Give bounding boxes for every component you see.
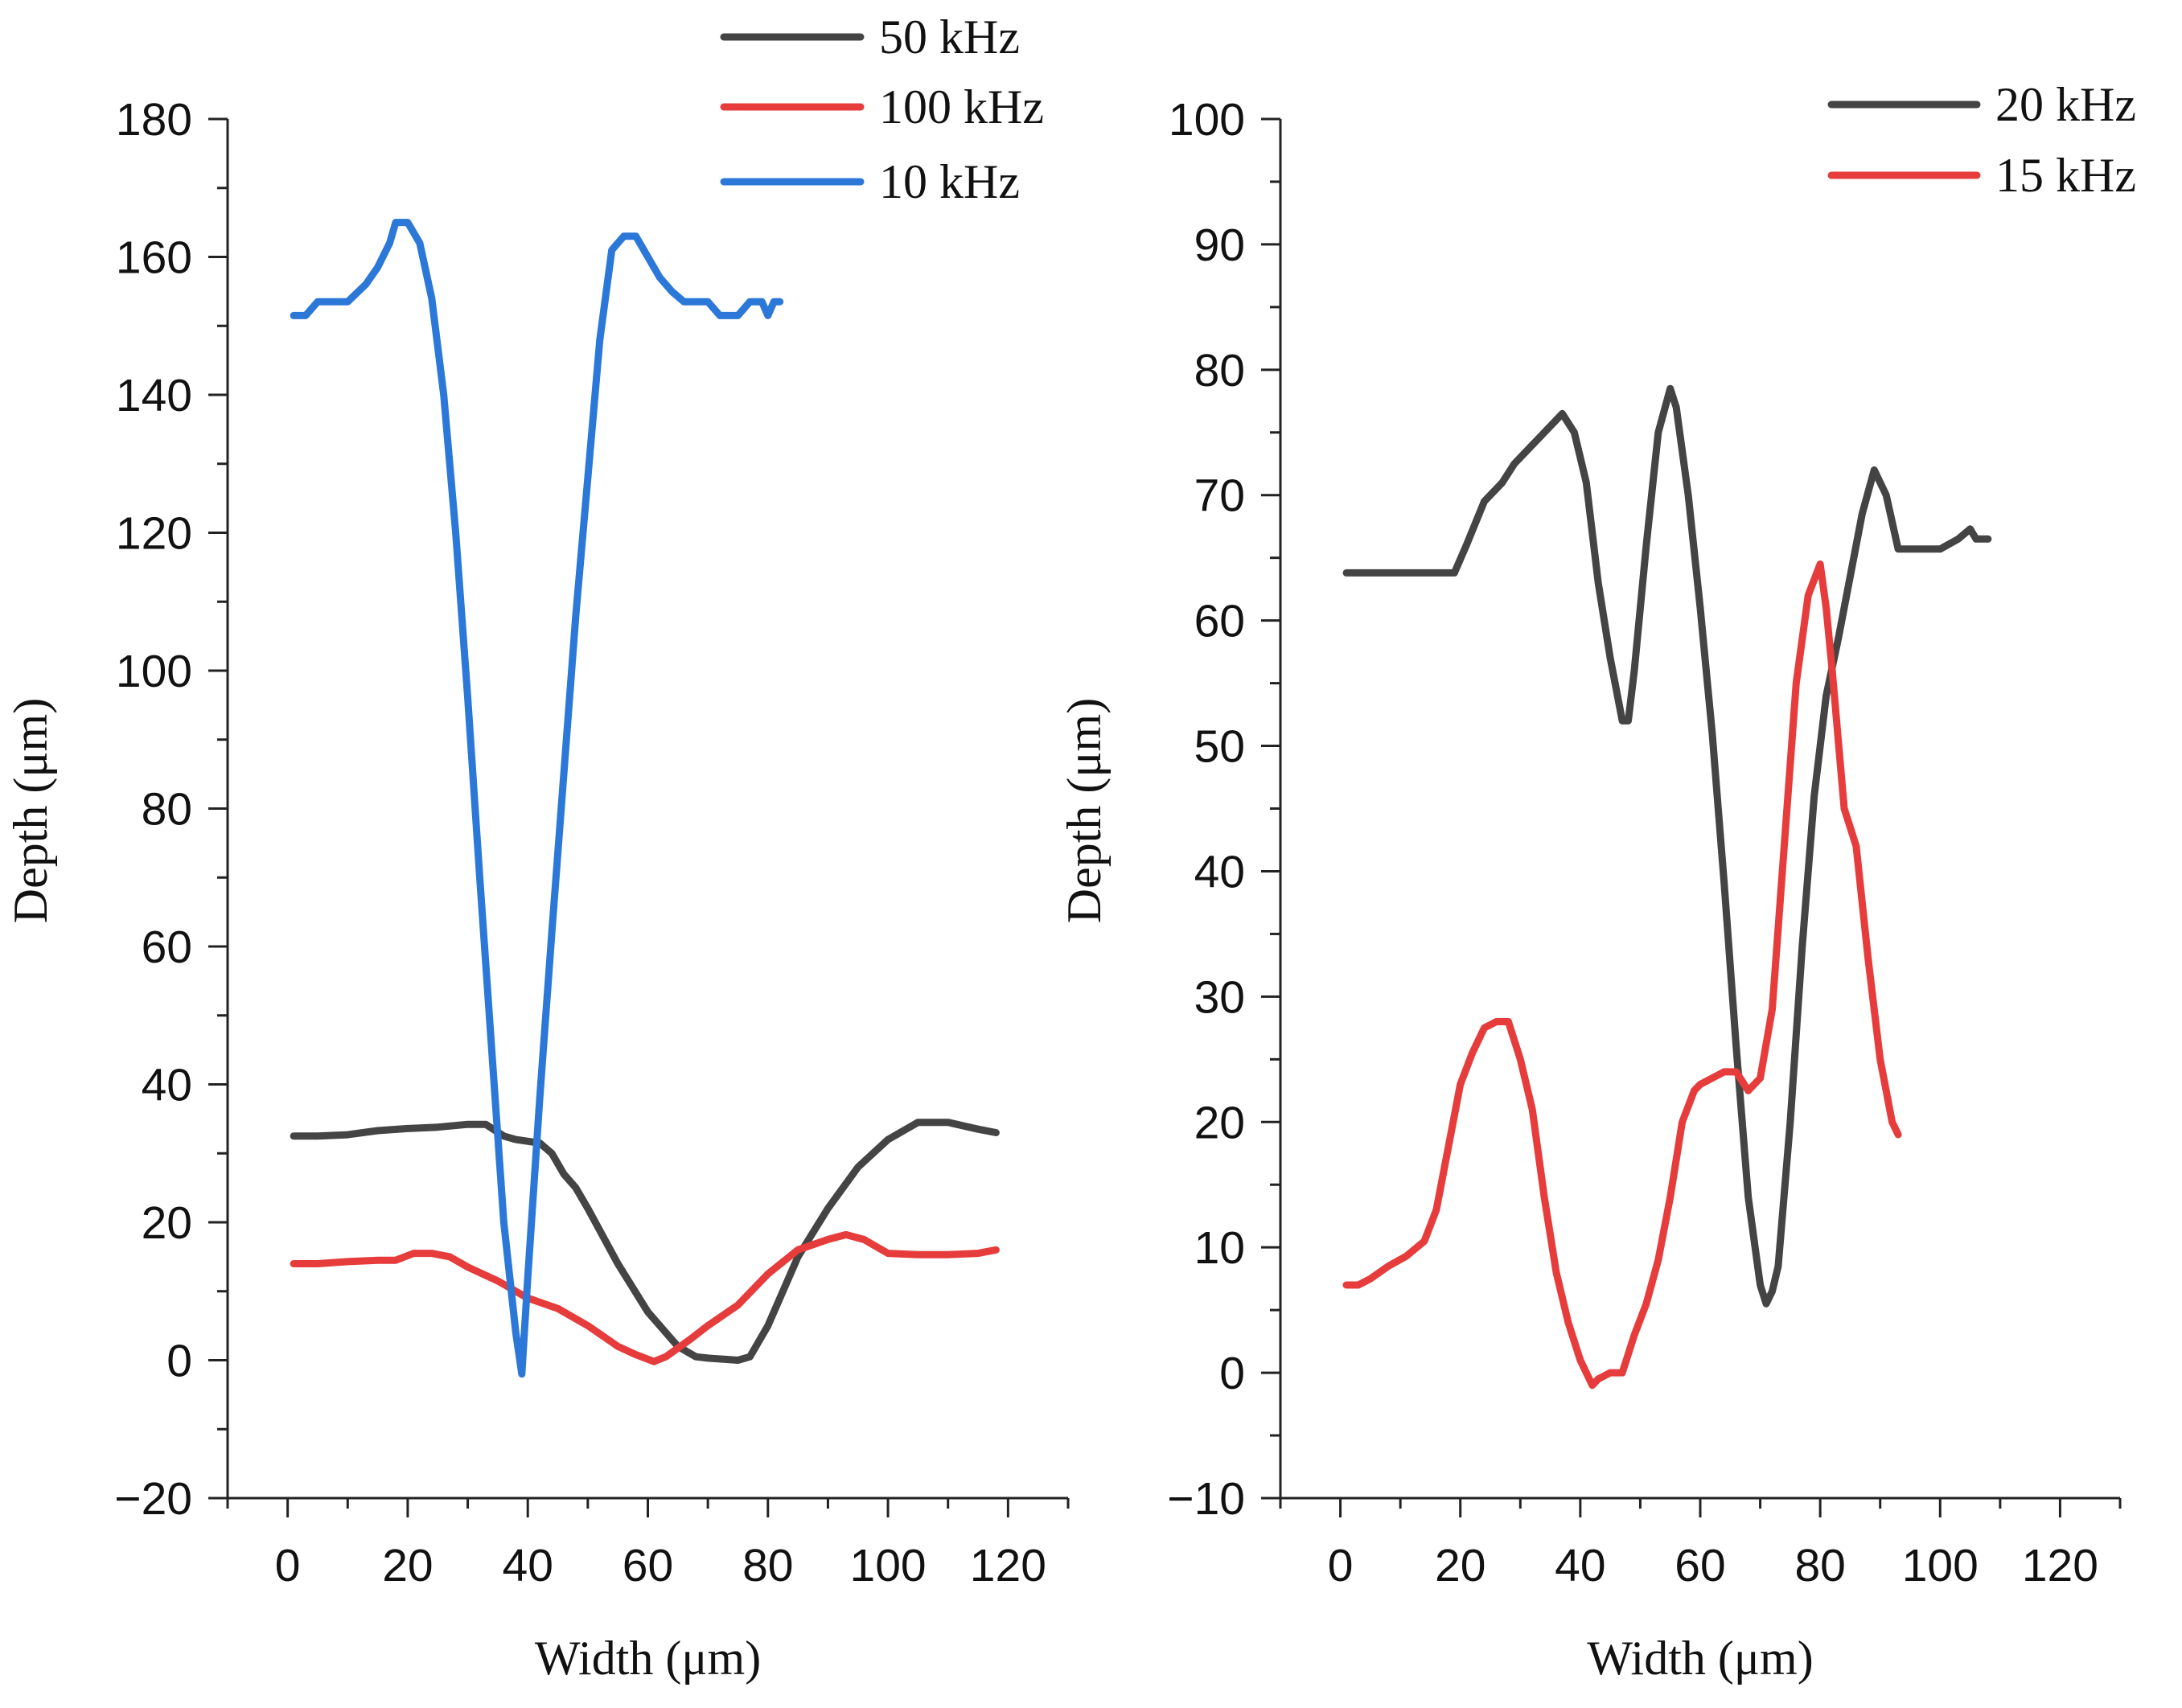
legend-item-100-khz: 100 kHz	[720, 80, 1044, 133]
x-tick-label: 120	[970, 1540, 1046, 1591]
x-axis-title: Width (μm)	[535, 1632, 761, 1685]
x-tick-label: 0	[1328, 1540, 1354, 1591]
x-tick-label: 20	[1435, 1540, 1485, 1591]
x-tick-label: 80	[742, 1540, 793, 1591]
y-tick-label: 40	[1194, 846, 1245, 897]
series-line-100-khz	[290, 1230, 1000, 1365]
x-tick-label: 80	[1794, 1540, 1845, 1591]
x-tick-label: 40	[1555, 1540, 1605, 1591]
y-tick-label: 160	[116, 232, 192, 284]
y-axis-title: Depth (μm)	[1058, 698, 1111, 923]
x-tick-label: 60	[1675, 1540, 1725, 1591]
y-tick-label: 80	[1194, 345, 1245, 396]
y-tick-label: −20	[114, 1473, 192, 1525]
x-tick-label: 100	[850, 1540, 927, 1591]
y-tick-label: 90	[1194, 220, 1245, 271]
legend-item-15-khz: 15 kHz	[1827, 149, 2136, 202]
legend-label: 20 kHz	[1995, 78, 2136, 131]
y-tick-label: 60	[142, 922, 192, 973]
y-tick-label: 0	[166, 1336, 192, 1387]
x-tick-label: 100	[1902, 1540, 1979, 1591]
legend-item-20-khz: 20 kHz	[1827, 78, 2136, 131]
y-tick-label: 0	[1219, 1348, 1245, 1399]
y-tick-label: 120	[116, 508, 192, 560]
y-tick-label: 80	[142, 784, 192, 836]
legend-item-10-khz: 10 kHz	[720, 155, 1020, 208]
legend-item-50-khz: 50 kHz	[720, 10, 1020, 64]
y-tick-label: 70	[1194, 470, 1245, 522]
y-tick-label: 140	[116, 370, 192, 421]
right-chart-frequency-15-20khz: −10 0 10 20 30 40 50 60 70 80 90 100 0 20 40 60 80 100 120…	[1058, 78, 2136, 1685]
y-tick-label: 20	[142, 1197, 192, 1249]
y-tick-label: 60	[1194, 596, 1245, 647]
y-tick-label: 100	[116, 646, 192, 697]
y-tick-label: 10	[1194, 1222, 1245, 1274]
x-tick-label: 40	[503, 1540, 553, 1591]
x-tick-label: 0	[275, 1540, 301, 1591]
legend-label: 10 kHz	[879, 155, 1020, 208]
legend-label: 50 kHz	[879, 10, 1020, 64]
y-tick-label: 30	[1194, 971, 1245, 1023]
left-chart-frequency-10-50-100khz: −20 0 20 40 60 80 100 120 140 160 180 0 20 40 60 80 100 1…	[4, 10, 1070, 1685]
legend-label: 100 kHz	[879, 80, 1044, 133]
y-tick-label: 40	[142, 1060, 192, 1111]
y-tick-label: 180	[116, 94, 192, 146]
legend-label: 15 kHz	[1995, 149, 2136, 202]
y-tick-label: −10	[1167, 1473, 1245, 1525]
x-axis-title: Width (μm)	[1587, 1632, 1813, 1685]
y-tick-label: 20	[1194, 1097, 1245, 1148]
y-axis-title: Depth (μm)	[4, 698, 57, 923]
y-tick-label: 50	[1194, 721, 1245, 773]
series-line-10-khz	[290, 219, 784, 1378]
x-tick-label: 60	[623, 1540, 673, 1591]
y-tick-label: 100	[1169, 94, 1245, 146]
series-line-15-khz	[1342, 560, 1902, 1390]
series-line-50-khz	[290, 1119, 1000, 1364]
x-tick-label: 120	[2022, 1540, 2098, 1591]
x-tick-label: 20	[382, 1540, 433, 1591]
series-line-20-khz	[1342, 384, 1992, 1308]
